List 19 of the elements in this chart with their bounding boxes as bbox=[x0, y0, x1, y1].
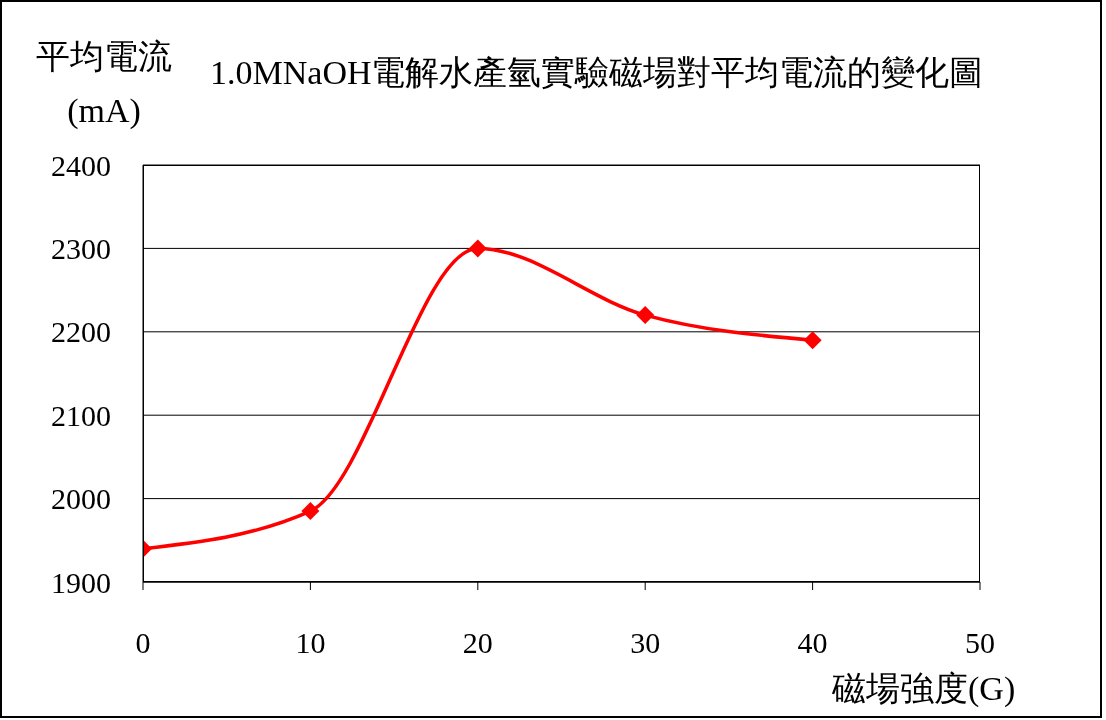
x-axis-title: 磁場強度(G) bbox=[832, 669, 1016, 709]
point bbox=[301, 502, 320, 521]
y-tick-label: 2100 bbox=[51, 398, 111, 432]
y-axis-title: 平均電流 (mA) bbox=[36, 37, 172, 131]
x-tick-label: 40 bbox=[797, 626, 828, 660]
y-tick-label: 2000 bbox=[51, 482, 111, 516]
x-tick-label: 10 bbox=[295, 626, 326, 660]
x-tick-label: 50 bbox=[965, 626, 995, 660]
y-tick-label: 2400 bbox=[51, 148, 111, 182]
y-tick-label: 1900 bbox=[51, 565, 111, 599]
x-tick-label: 30 bbox=[630, 626, 661, 660]
x-tick-label: 20 bbox=[462, 626, 493, 660]
point bbox=[636, 306, 655, 325]
y-tick-label: 2200 bbox=[51, 315, 111, 349]
x-tick-label: 0 bbox=[135, 626, 151, 660]
chart-title: 1.0MNaOH電解水產氫實驗磁場對平均電流的變化圖 bbox=[210, 53, 984, 93]
y-tick-label: 2300 bbox=[51, 232, 111, 266]
point bbox=[803, 331, 822, 350]
point bbox=[468, 239, 487, 258]
